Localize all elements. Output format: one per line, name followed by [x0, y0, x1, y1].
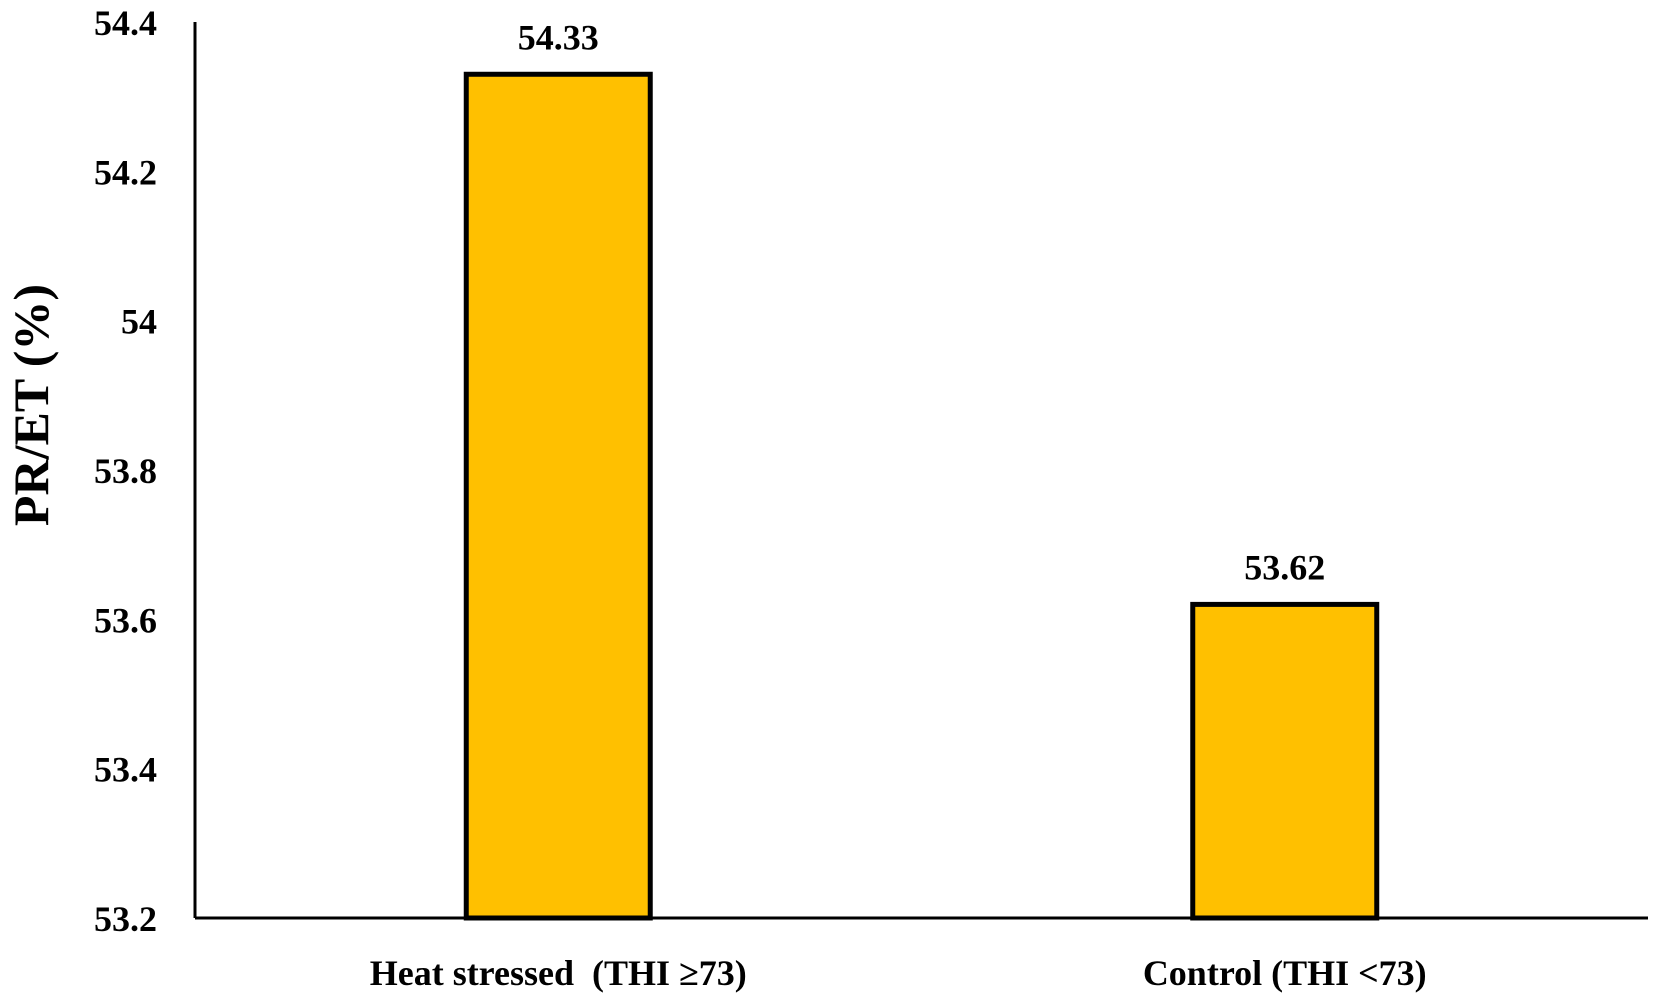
x-category-labels: Heat stressed (THI ≥73) Control (THI <73): [370, 953, 1427, 993]
bar: [1190, 601, 1380, 921]
x-category-label: Heat stressed (THI ≥73): [370, 953, 747, 993]
data-labels: 54.33 53.62: [518, 17, 1326, 587]
y-tick-label: 54: [121, 302, 157, 342]
y-tick-label: 53.4: [94, 750, 157, 790]
data-label: 54.33: [518, 17, 599, 57]
bars-layer: [463, 71, 1380, 921]
y-tick-label: 53.8: [94, 451, 157, 491]
x-category-label: Control (THI <73): [1143, 953, 1427, 993]
axes-layer: [193, 22, 1648, 920]
y-tick-label: 54.4: [94, 3, 157, 43]
y-tick-label: 53.2: [94, 899, 157, 939]
y-tick-label: 53.6: [94, 600, 157, 640]
y-axis-title: PR/ET (%): [3, 284, 59, 526]
bar: [463, 71, 653, 921]
y-tick-labels: 53.2 53.4 53.6 53.8 54 54.2 54.4: [94, 3, 157, 939]
y-tick-label: 54.2: [94, 152, 157, 192]
data-label: 53.62: [1244, 547, 1325, 587]
